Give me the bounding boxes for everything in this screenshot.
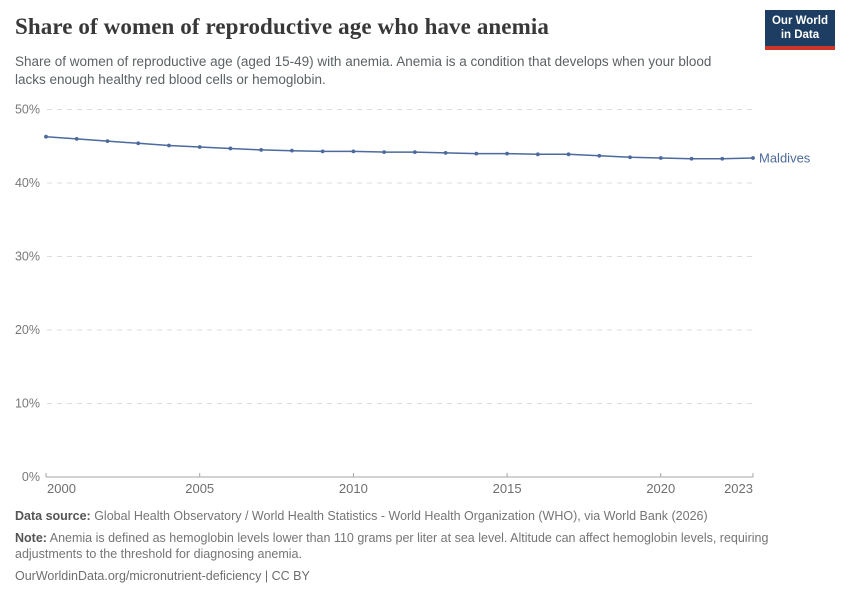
logo-line-1: Our World (771, 15, 828, 27)
data-point-2019 (628, 155, 632, 160)
data-point-2012 (412, 150, 417, 155)
data-point-2020 (658, 156, 663, 160)
data-point-2000 (44, 134, 48, 139)
data-point-2023 (751, 156, 755, 160)
data-point-2006 (228, 146, 233, 151)
data-point-2018 (597, 153, 602, 158)
data-point-2021 (689, 156, 694, 161)
y-tick-label-40: 40% (15, 176, 40, 190)
data-point-2002 (105, 139, 110, 144)
data-point-2004 (167, 143, 171, 148)
data-point-2015 (505, 151, 509, 156)
data-point-2011 (382, 150, 387, 155)
data-point-2022 (720, 156, 725, 161)
chart-subtitle: Share of women of reproductive age (aged… (15, 54, 712, 87)
data-point-2008 (290, 148, 294, 153)
data-source-line: Data source: Global Health Observatory /… (15, 508, 835, 525)
x-tick-label-2000: 2000 (47, 481, 76, 496)
data-point-2010 (351, 149, 356, 154)
x-tick-label-2020: 2020 (646, 481, 675, 496)
y-tick-label-20: 20% (15, 323, 40, 337)
data-point-2009 (320, 149, 325, 154)
data-point-2007 (259, 148, 264, 152)
data-point-2013 (443, 150, 448, 155)
data-point-2003 (136, 141, 141, 146)
chart-footer: Data source: Global Health Observatory /… (15, 508, 835, 589)
footer-link[interactable]: OurWorldinData.org/micronutrient-deficie… (15, 568, 310, 583)
data-source-text: Global Health Observatory / World Health… (90, 509, 708, 523)
x-tick-label-2015: 2015 (493, 481, 522, 496)
owid-logo: Our World in Data (764, 10, 835, 50)
data-source-label: Data source: (15, 509, 91, 523)
data-point-2005 (197, 145, 202, 149)
y-tick-label-30: 30% (15, 250, 40, 264)
note-line: Note: Anemia is defined as hemoglobin le… (15, 530, 820, 563)
logo-line-2: in Data (780, 29, 820, 42)
data-point-2001 (74, 137, 79, 141)
y-tick-label-10: 10% (15, 397, 40, 411)
data-point-2017 (566, 152, 571, 157)
page-title: Share of women of reproductive age who h… (15, 14, 549, 39)
x-tick-label-2005: 2005 (185, 481, 214, 496)
note-label: Note: (15, 530, 47, 545)
data-point-2016 (535, 152, 540, 157)
data-point-2014 (474, 151, 479, 156)
y-tick-label-0: 0% (22, 470, 40, 484)
x-tick-label-2010: 2010 (339, 481, 368, 496)
x-tick-label-2023: 2023 (724, 481, 753, 496)
line-chart: 0% 10% 20% 30% 40% 50% 2000 2005 2010 2015 2020 202… (15, 103, 811, 497)
series-line-maldives (45, 135, 754, 160)
series-end-label: Maldives (759, 151, 811, 166)
note-text: Anemia is defined as hemoglobin levels l… (15, 530, 769, 562)
y-tick-label-50: 50% (15, 103, 40, 117)
